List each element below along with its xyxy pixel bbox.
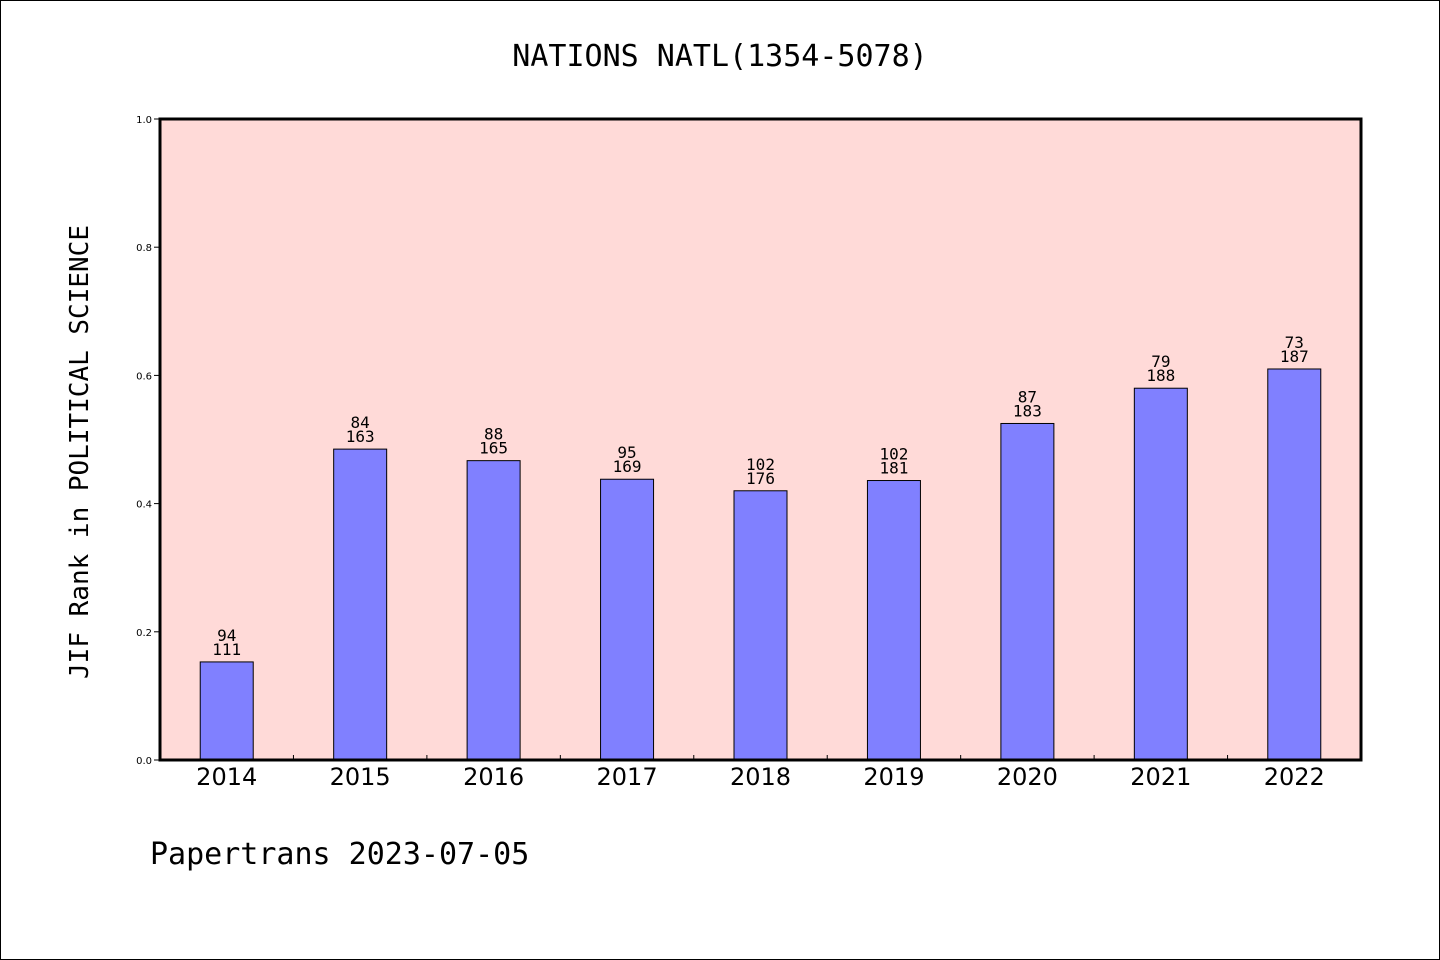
bar-2020 — [1000, 422, 1055, 761]
bar-total-label: 187 — [1280, 347, 1309, 366]
bar-total-label: 163 — [346, 427, 375, 446]
bar-total-label: 183 — [1013, 401, 1042, 420]
bar-2019 — [866, 480, 921, 761]
bar-2018 — [733, 490, 788, 761]
y-axis-label: JIF Rank in POLITICAL SCIENCE — [65, 225, 95, 679]
bar-total-label: 111 — [212, 640, 241, 659]
x-tick-label: 2017 — [597, 763, 658, 791]
bar-rank-label: 95 — [617, 443, 636, 462]
y-axis: 0.0 0.2 0.4 0.6 0.8 1.0 — [136, 115, 160, 767]
bar-2021 — [1133, 387, 1188, 761]
bar-2017 — [600, 478, 655, 761]
bar-2014 — [199, 661, 254, 761]
bar-rank-label: 88 — [484, 425, 503, 444]
bar-rank-label: 102 — [879, 445, 908, 464]
x-tick-label: 2022 — [1264, 763, 1325, 791]
y-tick-label: 0.0 — [136, 756, 152, 767]
bar-total-label: 169 — [613, 457, 642, 476]
bar-rank-label: 102 — [746, 455, 775, 474]
bar-total-label: 165 — [479, 439, 508, 458]
bar-total-label: 176 — [746, 469, 775, 488]
bar-rank-label: 84 — [351, 413, 370, 432]
bar-2015 — [333, 448, 388, 761]
bar-total-label: 188 — [1146, 366, 1175, 385]
plot-border — [158, 117, 1363, 762]
x-tick-label: 2018 — [730, 763, 791, 791]
bar-rank-label: 79 — [1151, 352, 1170, 371]
bar-2016 — [466, 460, 521, 761]
bar-rank-label: 73 — [1285, 333, 1304, 352]
y-tick-label: 0.8 — [136, 243, 152, 254]
bar-total-label: 181 — [879, 459, 908, 478]
x-tick-label: 2020 — [997, 763, 1058, 791]
x-axis: 2014 2015 2016 2017 2018 2019 2020 2021 2022 — [196, 755, 1325, 791]
x-tick-label: 2016 — [463, 763, 524, 791]
x-tick-label: 2015 — [330, 763, 391, 791]
bar-rank-label: 87 — [1018, 387, 1037, 406]
x-tick-label: 2019 — [863, 763, 924, 791]
chart-title: NATIONS NATL(1354-5078) — [512, 39, 927, 74]
y-tick-label: 0.6 — [136, 371, 152, 382]
y-tick-label: 0.4 — [136, 500, 152, 511]
x-tick-label: 2014 — [196, 763, 257, 791]
bar-2022 — [1267, 368, 1322, 761]
y-tick-label: 0.2 — [136, 628, 152, 639]
bar-rank-label: 94 — [217, 626, 236, 645]
y-tick-label: 1.0 — [136, 115, 152, 126]
footer-text: Papertrans 2023-07-05 — [150, 837, 529, 872]
x-tick-label: 2021 — [1130, 763, 1191, 791]
